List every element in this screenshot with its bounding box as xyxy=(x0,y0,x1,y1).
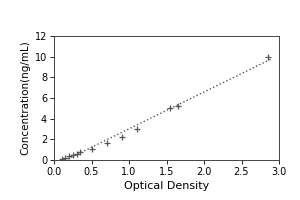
Point xyxy=(175,105,180,108)
Y-axis label: Concentration(ng/mL): Concentration(ng/mL) xyxy=(20,41,31,155)
Point xyxy=(59,157,64,161)
Point xyxy=(134,127,139,131)
Point xyxy=(168,107,173,110)
Point xyxy=(67,155,71,158)
Point xyxy=(104,142,109,145)
Point xyxy=(266,55,270,58)
Point xyxy=(119,136,124,139)
Point xyxy=(89,147,94,150)
Point xyxy=(78,150,83,153)
Point xyxy=(70,153,75,156)
Point xyxy=(63,156,68,160)
Point xyxy=(74,152,79,155)
X-axis label: Optical Density: Optical Density xyxy=(124,181,209,191)
